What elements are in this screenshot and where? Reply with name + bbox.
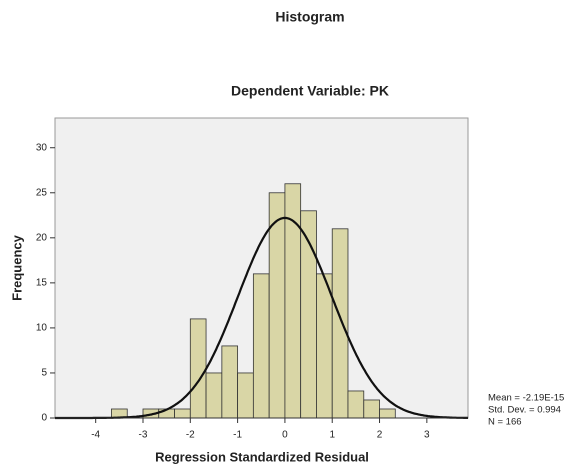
bar <box>316 273 333 419</box>
x-tick-label: -1 <box>233 430 242 441</box>
y-tick-label: 0 <box>41 413 47 424</box>
bar <box>331 228 349 419</box>
y-tick-label: 15 <box>36 278 48 289</box>
bar <box>363 399 380 419</box>
x-axis-label: Regression Standardized Residual <box>155 449 369 464</box>
y-tick-label: 10 <box>36 323 48 334</box>
y-tick-label: 5 <box>41 368 47 379</box>
y-axis-label: Frequency <box>9 234 24 301</box>
x-tick-label: -4 <box>91 430 100 441</box>
bar <box>189 318 207 419</box>
annotation: Mean = -2.19E-15 <box>488 393 564 404</box>
chart-subtitle: Dependent Variable: PK <box>231 83 389 99</box>
y-tick-label: 30 <box>36 142 48 153</box>
bar <box>347 390 365 419</box>
normal-curve <box>55 216 468 420</box>
y-tick-label: 25 <box>36 187 48 198</box>
bar <box>379 408 396 419</box>
chart-title: Histogram <box>275 9 344 25</box>
bar <box>221 345 239 419</box>
x-tick-label: 2 <box>377 430 383 441</box>
y-tick-label: 20 <box>36 232 48 243</box>
bar <box>237 372 254 419</box>
x-tick-label: 0 <box>282 430 288 441</box>
x-tick-label: 3 <box>424 430 430 441</box>
bar <box>252 273 270 419</box>
annotation: Std. Dev. = 0.994 <box>488 405 561 416</box>
x-tick-label: -2 <box>186 430 195 441</box>
x-tick-label: 1 <box>329 430 335 441</box>
annotation: N = 166 <box>488 417 522 428</box>
bar <box>174 408 191 419</box>
x-tick-label: -3 <box>139 430 148 441</box>
bar <box>205 372 223 419</box>
